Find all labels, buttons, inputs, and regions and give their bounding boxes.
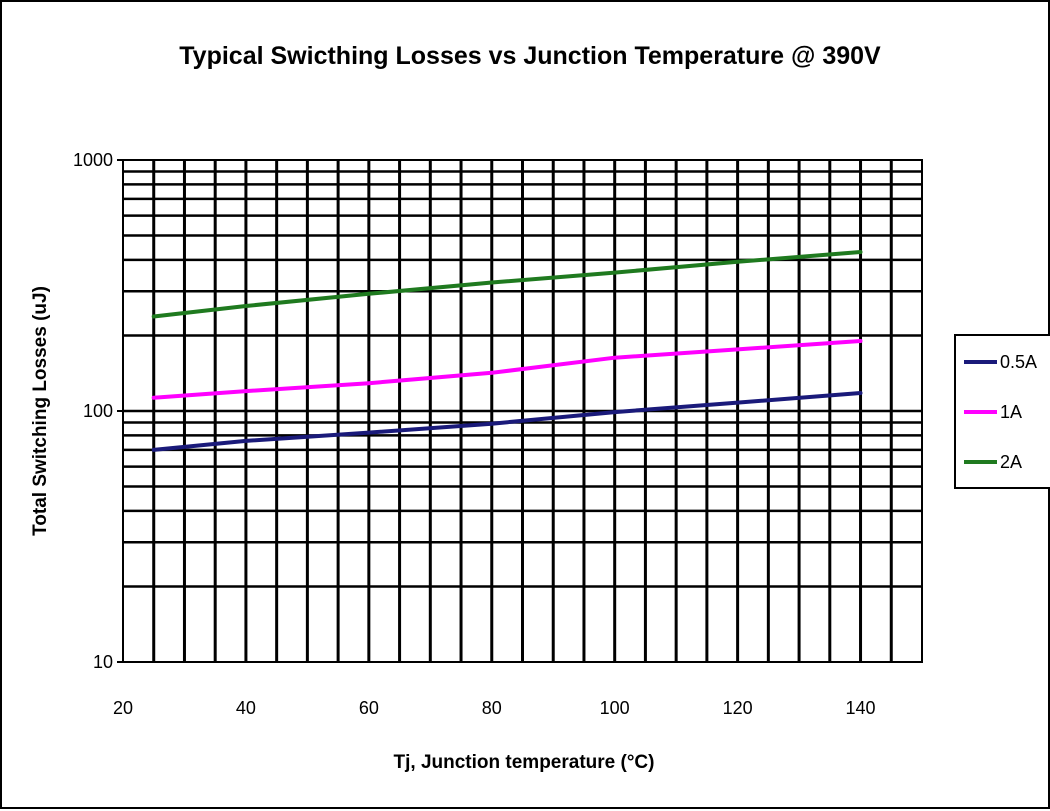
legend-label-0-5a: 0.5A xyxy=(1000,352,1037,372)
x-tick-label-40: 40 xyxy=(236,698,256,718)
plot-area-border xyxy=(122,159,923,663)
legend: 0.5A 1A 2A xyxy=(954,334,1050,489)
series-line-1a xyxy=(151,339,863,400)
y-axis-label: Total Switching Losses (uJ) xyxy=(30,286,51,536)
series-line-2a xyxy=(151,250,863,319)
x-axis-label: Tj, Junction temperature (°C) xyxy=(394,752,655,773)
legend-label-1a: 1A xyxy=(1000,402,1022,422)
series-line-0-5a xyxy=(151,391,863,452)
y-tick-label-1000: 1000 xyxy=(73,150,113,170)
y-tick-label-10: 10 xyxy=(93,652,113,672)
x-tick-label-140: 140 xyxy=(846,698,876,718)
x-tick-labels: 20 40 60 80 100 120 140 xyxy=(113,698,876,718)
y-tick-label-100: 100 xyxy=(83,401,113,421)
x-tick-label-120: 120 xyxy=(723,698,753,718)
x-tick-label-60: 60 xyxy=(359,698,379,718)
y-tick-labels: 10 100 1000 xyxy=(73,150,113,672)
x-tick-label-20: 20 xyxy=(113,698,133,718)
chart-title: Typical Swicthing Losses vs Junction Tem… xyxy=(179,42,881,70)
legend-label-2a: 2A xyxy=(1000,452,1022,472)
x-tick-label-80: 80 xyxy=(482,698,502,718)
series-lines xyxy=(151,250,863,452)
grid xyxy=(117,159,922,663)
legend-swatches xyxy=(964,360,997,464)
x-tick-label-100: 100 xyxy=(600,698,630,718)
